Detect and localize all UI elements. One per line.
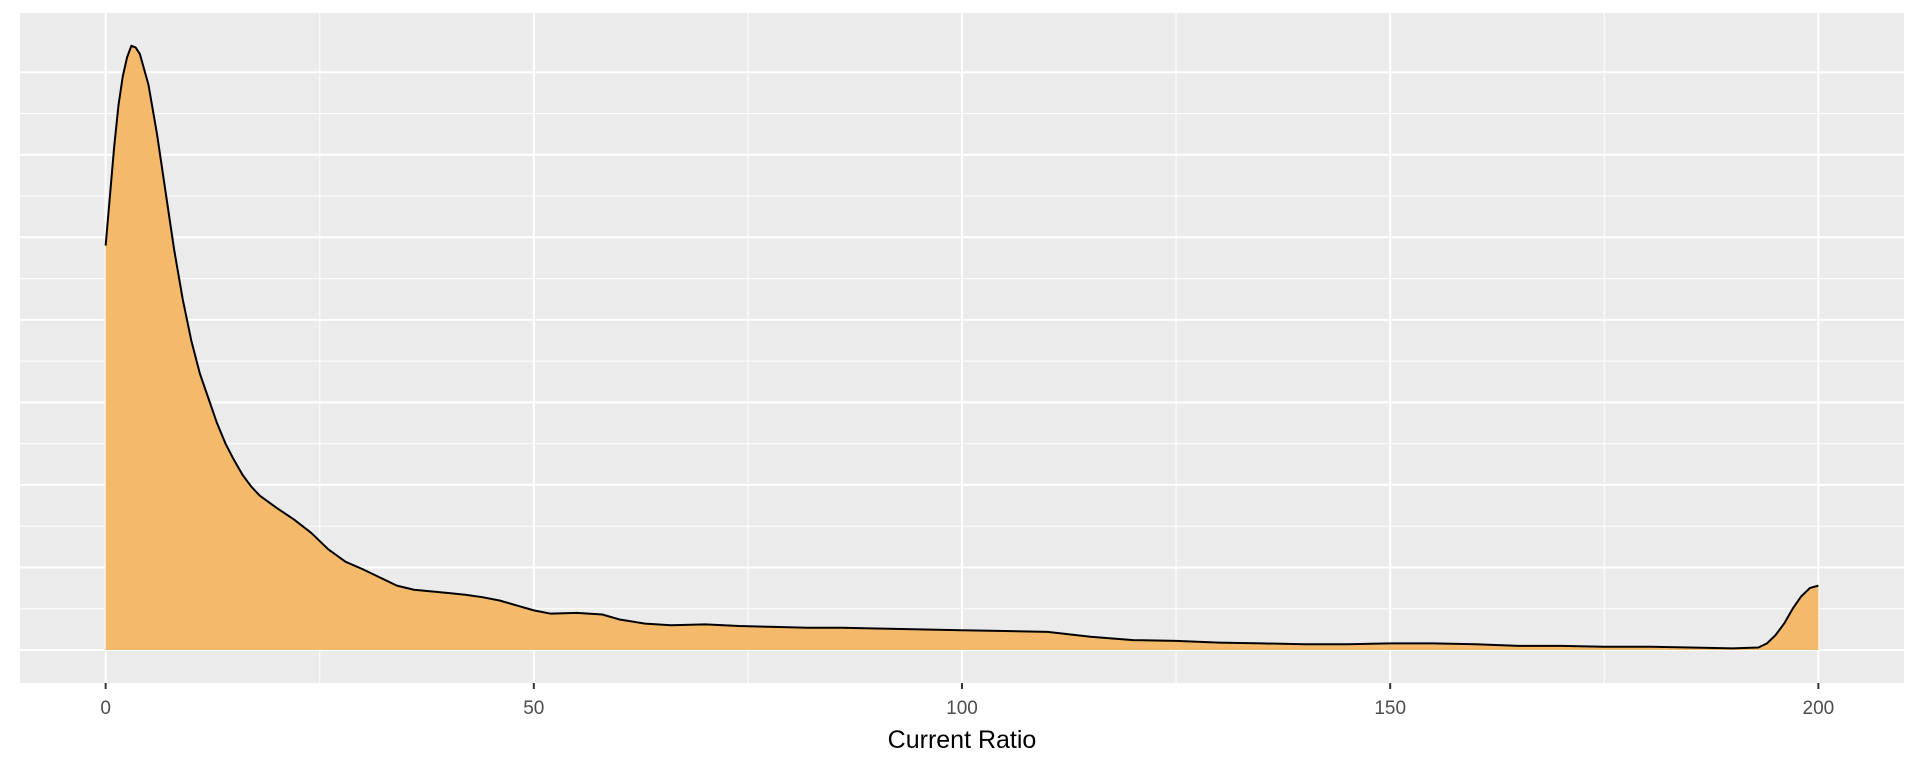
x-axis-ticks <box>104 683 1820 689</box>
x-tick-label: 200 <box>1803 698 1835 719</box>
x-tick-label: 0 <box>100 698 111 719</box>
density-area-fill <box>105 45 1819 650</box>
x-tick-label: 150 <box>1374 698 1406 719</box>
x-tick-label: 50 <box>523 698 544 719</box>
x-axis-title: Current Ratio <box>888 726 1037 754</box>
x-axis-tick-labels: 0 50 100 150 200 <box>100 698 1834 719</box>
x-tick-label: 100 <box>946 698 978 719</box>
density-outline <box>104 44 1819 650</box>
